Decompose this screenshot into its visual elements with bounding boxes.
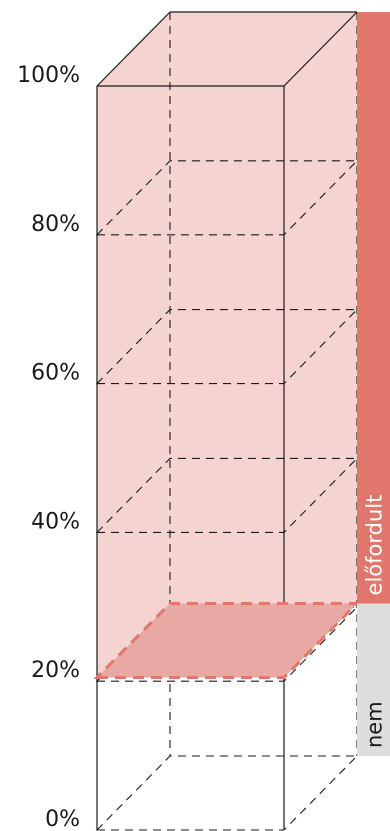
top-fill: [97, 12, 357, 86]
box-top-right: [283, 11, 358, 87]
y-tick-label-1: 20%: [31, 658, 80, 683]
side-bar-label-elofordult: előfordult: [363, 495, 387, 596]
right-fill: [284, 12, 357, 678]
grid-slice-0: [95, 755, 359, 831]
front-fill: [97, 86, 284, 678]
y-tick-label-5: 100%: [17, 63, 80, 88]
y-tick-label-4: 80%: [31, 212, 80, 237]
y-tick-label-2: 40%: [31, 509, 80, 534]
side-bar-segment-nem: [357, 603, 390, 756]
y-tick-label-3: 60%: [31, 361, 80, 386]
box-top-left: [96, 11, 171, 87]
side-bar-segment-elofordult: [357, 12, 390, 604]
side-bar-label-nem: nem: [363, 701, 387, 748]
y-tick-label-0: 0%: [45, 807, 80, 831]
